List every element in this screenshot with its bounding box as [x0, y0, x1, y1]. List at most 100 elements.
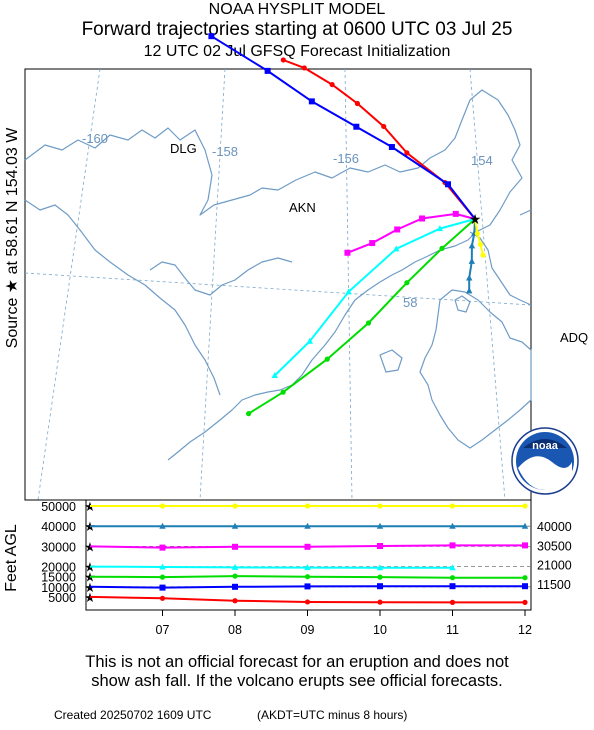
lon-label-160: -160 — [82, 131, 108, 146]
trajectory-marker — [404, 150, 410, 156]
trajectory-marker — [466, 274, 473, 281]
start-star-icon: ★ — [84, 499, 96, 514]
trajectory-marker — [466, 287, 473, 294]
trajectory-marker — [436, 225, 444, 232]
height-line-1 — [89, 585, 525, 589]
lon-label-154: 154 — [471, 153, 493, 168]
height-marker — [159, 503, 166, 509]
trajectory-marker — [264, 67, 271, 74]
height-y-tick-label: 20000 — [41, 561, 76, 575]
height-line-2 — [89, 575, 525, 579]
trajectory-marker — [369, 240, 376, 247]
height-marker — [304, 522, 311, 529]
height-marker — [159, 584, 166, 591]
height-marker — [449, 583, 456, 590]
height-line-3 — [89, 565, 453, 569]
trajectory-marker — [344, 249, 351, 256]
trajectory-line-3 — [274, 218, 476, 377]
height-line-0 — [89, 595, 525, 604]
trajectory-marker — [394, 226, 401, 233]
source-star-icon: ★ — [469, 211, 482, 227]
trajectory-marker — [354, 100, 361, 107]
graticule — [24, 68, 532, 501]
height-marker — [522, 599, 528, 605]
trajectory-line-1 — [210, 35, 476, 220]
height-marker — [377, 583, 383, 590]
coastline-bristol-bay — [24, 199, 221, 396]
height-marker — [449, 522, 456, 529]
height-line-4 — [89, 544, 525, 549]
height-y-ticks: 50000 ★ 40000 ★ 30000 ★ 20000 ★ 15000 ★ 10000 ★ 5000… — [41, 499, 96, 605]
height-y-tick-label: 15000 — [41, 571, 76, 585]
source-label: Source ★ at 58.61 N 154.03 W — [4, 127, 21, 349]
parallel-58 — [24, 272, 532, 306]
height-x-ticks: 07 08 09 10 11 12 — [156, 610, 532, 637]
height-marker — [232, 598, 238, 604]
trajectory-marker — [468, 257, 476, 264]
height-marker — [304, 543, 311, 550]
height-x-tick-label: 09 — [301, 623, 315, 637]
height-marker — [449, 542, 456, 549]
height-marker — [449, 564, 456, 571]
trajectory-marker — [365, 320, 372, 326]
afognak-island — [454, 295, 471, 313]
height-marker — [232, 573, 238, 579]
trajectory-marker — [480, 252, 486, 258]
height-marker — [231, 522, 239, 529]
meridian-160 — [37, 68, 101, 501]
height-marker — [159, 595, 166, 601]
height-marker — [304, 599, 311, 605]
model-title: NOAA HYSPLIT MODEL — [208, 1, 386, 18]
trajectory-marker — [329, 81, 335, 88]
meridian-154 — [469, 68, 506, 501]
meridian-156 — [344, 68, 353, 501]
height-panel-frame — [85, 499, 532, 611]
kodiak-island — [419, 289, 532, 449]
coastline-north — [24, 89, 523, 233]
height-marker — [232, 543, 238, 550]
start-star-icon: ★ — [84, 539, 96, 554]
trajectory-line-0 — [282, 59, 476, 220]
height-marker — [377, 503, 383, 509]
lon-label-158: -158 — [212, 144, 238, 159]
trajectory-marker — [381, 123, 387, 130]
trajectory-marker — [306, 337, 314, 344]
place-adq: ADQ — [560, 330, 588, 345]
height-marker — [376, 522, 384, 529]
height-gridlines — [86, 525, 531, 588]
start-star-icon: ★ — [84, 519, 96, 534]
height-marker — [304, 503, 311, 509]
trajectory-marker — [271, 372, 278, 379]
height-marker — [232, 583, 238, 590]
height-marker — [521, 522, 529, 529]
height-marker — [522, 542, 528, 549]
disclaimer: This is not an official forecast for an … — [0, 653, 594, 691]
height-axis-label: Feet AGL — [3, 524, 20, 592]
trajectory-marker — [246, 411, 252, 417]
island-small — [379, 349, 403, 373]
trajectory-line-6 — [474, 218, 485, 256]
height-marker — [449, 503, 456, 509]
height-marker — [159, 544, 166, 551]
disclaimer-line-2: show ash fall. If the volcano erupts see… — [91, 672, 503, 690]
height-marker — [449, 575, 456, 581]
init-subtitle: 12 UTC 02 Jul GFSQ Forecast Initializati… — [143, 43, 451, 60]
height-y-tick-label: 50000 — [41, 500, 76, 514]
height-marker — [159, 522, 166, 529]
height-marker — [304, 564, 311, 571]
height-y-tick-label: 10000 — [41, 581, 76, 595]
height-x-tick-label: 12 — [518, 623, 532, 637]
trajectory-title: Forward trajectories starting at 0600 UT… — [81, 19, 513, 40]
height-right-label: 30500 — [537, 539, 572, 553]
start-star-icon: ★ — [84, 560, 96, 575]
lon-label-156: -156 — [333, 151, 359, 166]
height-right-label: 21000 — [537, 559, 572, 573]
height-marker — [449, 599, 456, 605]
created-timestamp: Created 20250702 1609 UTC — [54, 708, 212, 722]
height-x-tick-label: 11 — [446, 623, 459, 637]
start-star-icon: ★ — [84, 570, 96, 585]
height-x-tick-label: 10 — [373, 623, 387, 637]
noaa-logo: noaa — [511, 427, 579, 495]
